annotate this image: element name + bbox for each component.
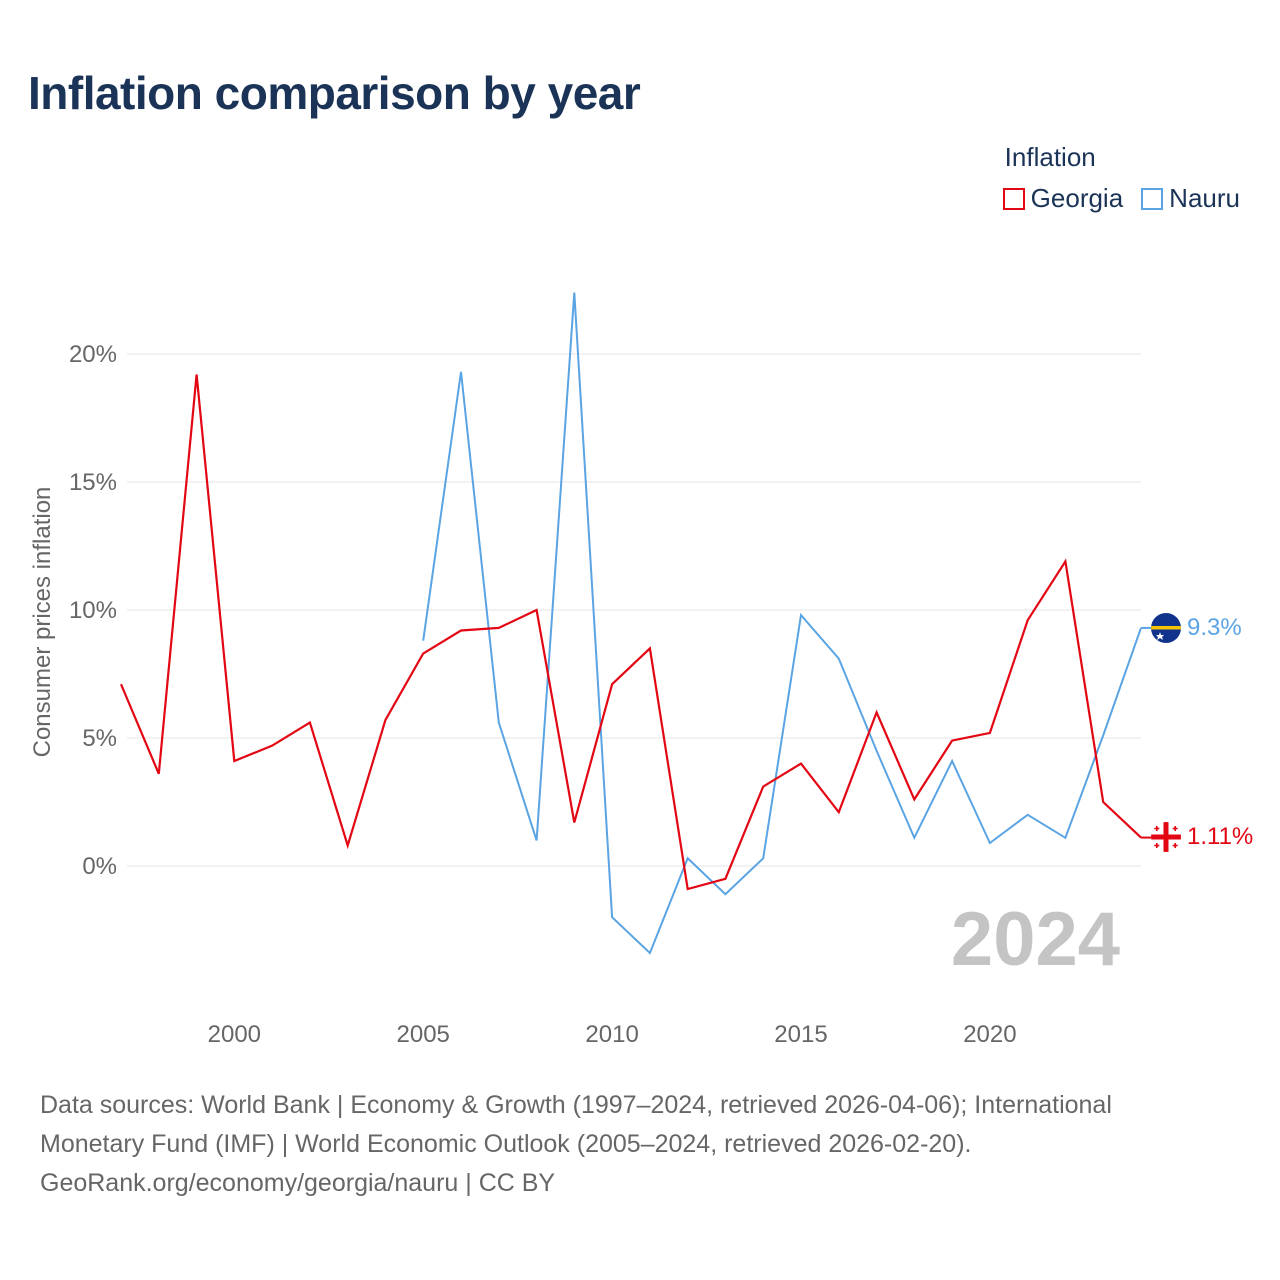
x-tick-label: 2005	[397, 1021, 450, 1048]
end-label-georgia: 1.11%	[1187, 823, 1253, 850]
footer-line-1: Data sources: World Bank | Economy & Gro…	[40, 1091, 1112, 1119]
y-axis-title: Consumer prices inflation	[29, 487, 56, 758]
x-tick-label: 2020	[963, 1021, 1016, 1048]
series-layer	[119, 292, 1151, 955]
y-tick-label: 5%	[82, 725, 117, 752]
legend-swatch-nauru	[1141, 187, 1164, 210]
y-tick-label: 0%	[82, 853, 117, 880]
x-tick-label: 2000	[208, 1021, 261, 1048]
axis-layer: 0% 5% 10% 15% 20% 2000 2005 2010 2015 2020	[69, 341, 1017, 1048]
series-line-georgia[interactable]	[119, 374, 1142, 891]
georgia-flag-icon	[1151, 822, 1181, 852]
legend-swatch-georgia	[1002, 187, 1025, 210]
year-watermark: 2024	[951, 897, 1120, 982]
y-tick-label: 15%	[69, 469, 117, 496]
footer-sources: Data sources: World Bank | Economy & Gro…	[40, 1086, 1240, 1203]
legend-item-nauru[interactable]: Nauru	[1141, 183, 1240, 214]
x-tick-label: 2015	[774, 1021, 827, 1048]
chart-title: Inflation comparison by year	[28, 67, 641, 119]
x-tick-label: 2010	[585, 1021, 638, 1048]
footer-line-3[interactable]: GeoRank.org/economy/georgia/nauru | CC B…	[40, 1169, 556, 1197]
nauru-flag-icon	[1151, 613, 1181, 643]
footer-line-2: Monetary Fund (IMF) | World Economic Out…	[40, 1130, 972, 1158]
y-tick-label: 10%	[69, 597, 117, 624]
y-tick-label: 20%	[69, 341, 117, 368]
legend-item-georgia[interactable]: Georgia	[1002, 183, 1124, 214]
end-label-nauru: 9.3%	[1187, 614, 1242, 641]
legend-label-georgia: Georgia	[1030, 183, 1124, 213]
series-line-nauru[interactable]	[422, 292, 1142, 955]
legend-label-nauru: Nauru	[1169, 183, 1240, 213]
legend: Inflation Georgia Nauru	[1002, 142, 1240, 214]
legend-title: Inflation	[1004, 142, 1096, 172]
grid-layer	[127, 353, 1141, 867]
